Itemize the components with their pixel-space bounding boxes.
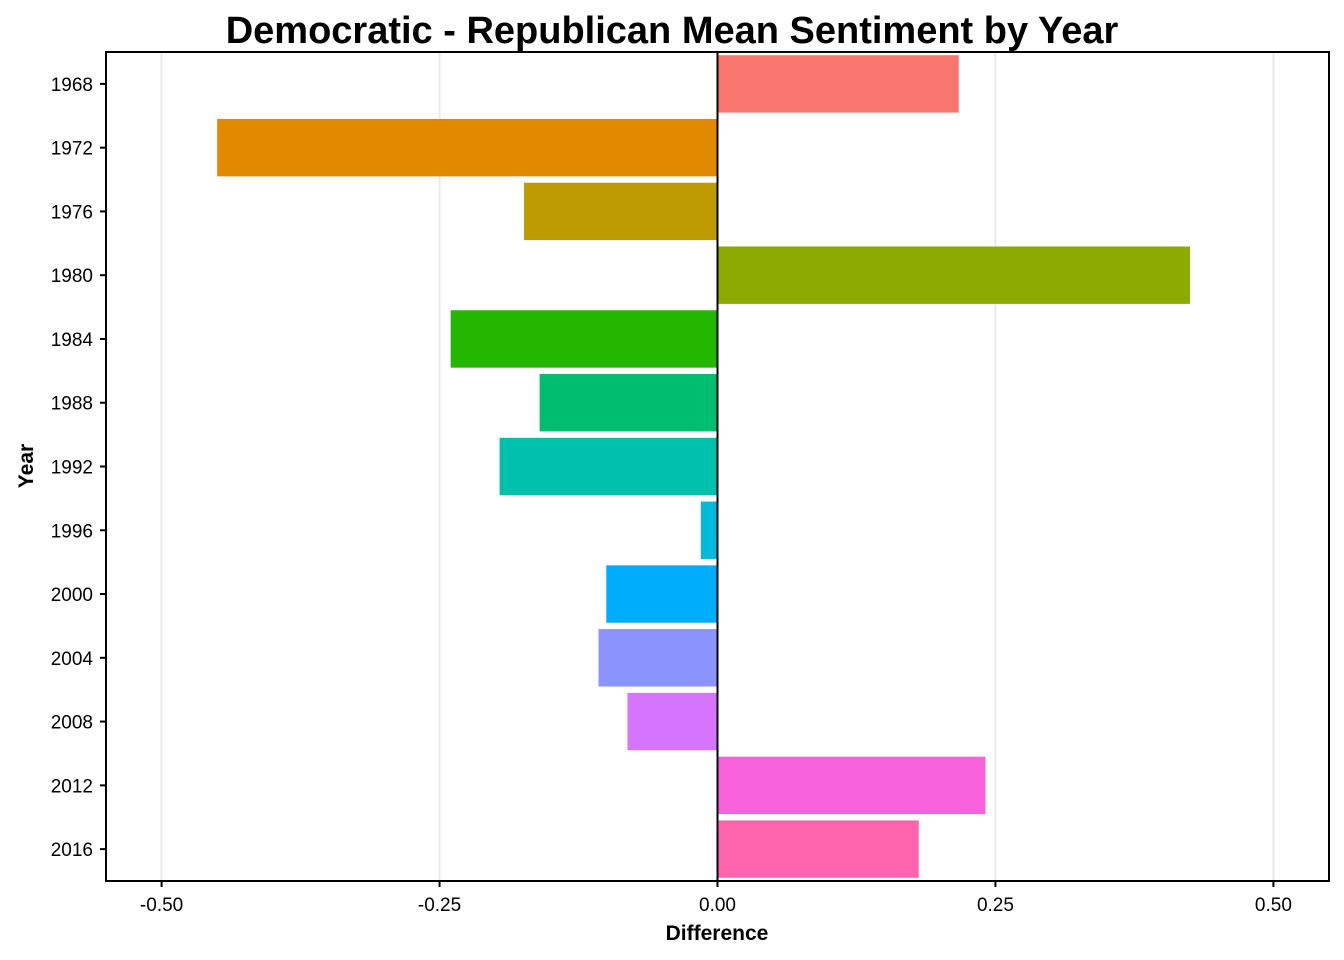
x-axis-ticks: -0.50 -0.25 0.00 0.25 0.50 [140, 881, 1292, 916]
y-tick-label-2008: 2008 [51, 713, 93, 734]
x-tick-label-4: 0.50 [1255, 895, 1292, 916]
bar-1968 [717, 55, 959, 113]
bar-1992 [499, 437, 718, 496]
y-axis-title: Year [15, 444, 38, 488]
bar-1996 [700, 501, 718, 559]
x-axis-title: Difference [666, 922, 769, 945]
chart-title: Democratic - Republican Mean Sentiment b… [226, 10, 1119, 52]
y-tick-label-2004: 2004 [51, 649, 94, 670]
y-axis-ticks: 1968 1972 1976 1980 1984 1988 1992 1996 2000 2004… [51, 75, 106, 861]
bar-2004 [598, 629, 718, 687]
x-tick-label-2: 0.00 [699, 895, 736, 916]
bar-1976 [524, 182, 718, 241]
bars [217, 55, 1191, 878]
x-tick-label-0: -0.50 [140, 895, 183, 916]
y-tick-label-2016: 2016 [51, 840, 93, 861]
bar-1984 [450, 310, 718, 368]
y-tick-label-2012: 2012 [51, 776, 93, 797]
y-tick-label-1968: 1968 [51, 75, 93, 96]
y-tick-label-1984: 1984 [51, 330, 94, 351]
y-tick-label-2000: 2000 [51, 585, 93, 606]
y-tick-label-1972: 1972 [51, 139, 93, 160]
bar-1972 [217, 118, 718, 177]
bar-2012 [717, 756, 986, 815]
bar-1980 [717, 246, 1191, 304]
y-tick-label-1996: 1996 [51, 521, 93, 542]
y-tick-label-1988: 1988 [51, 394, 93, 415]
x-tick-label-1: -0.25 [418, 895, 461, 916]
bar-1988 [539, 374, 718, 432]
y-tick-label-1992: 1992 [51, 458, 93, 479]
y-tick-label-1976: 1976 [51, 202, 93, 223]
bar-2008 [627, 692, 718, 751]
x-tick-label-3: 0.25 [977, 895, 1014, 916]
bar-2000 [606, 565, 718, 623]
y-tick-label-1980: 1980 [51, 266, 93, 287]
bar-2016 [717, 820, 919, 878]
